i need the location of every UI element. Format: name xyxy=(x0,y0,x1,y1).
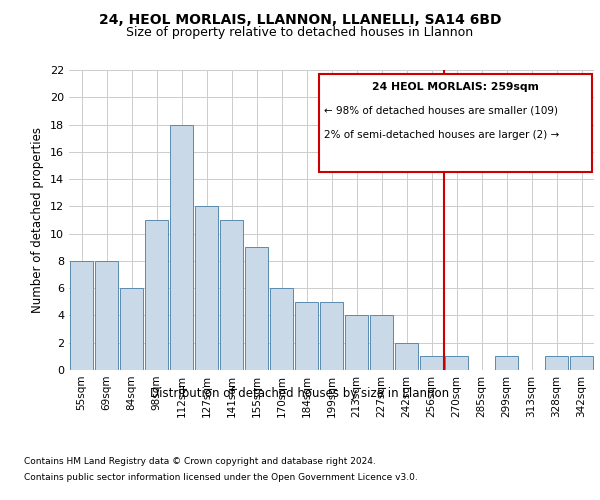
Bar xyxy=(220,220,244,370)
Y-axis label: Number of detached properties: Number of detached properties xyxy=(31,127,44,313)
Text: 2% of semi-detached houses are larger (2) →: 2% of semi-detached houses are larger (2… xyxy=(324,130,559,140)
Bar xyxy=(344,316,368,370)
Bar xyxy=(419,356,443,370)
Bar xyxy=(320,302,343,370)
Bar xyxy=(170,124,193,370)
Bar xyxy=(494,356,518,370)
Text: Contains HM Land Registry data © Crown copyright and database right 2024.: Contains HM Land Registry data © Crown c… xyxy=(24,458,376,466)
Bar xyxy=(370,316,394,370)
Bar xyxy=(119,288,143,370)
Bar xyxy=(95,261,118,370)
Bar xyxy=(145,220,169,370)
Bar xyxy=(395,342,418,370)
Text: Contains public sector information licensed under the Open Government Licence v3: Contains public sector information licen… xyxy=(24,472,418,482)
Bar xyxy=(569,356,593,370)
Text: 24, HEOL MORLAIS, LLANNON, LLANELLI, SA14 6BD: 24, HEOL MORLAIS, LLANNON, LLANELLI, SA1… xyxy=(99,12,501,26)
Text: Size of property relative to detached houses in Llannon: Size of property relative to detached ho… xyxy=(127,26,473,39)
Bar xyxy=(295,302,319,370)
FancyBboxPatch shape xyxy=(319,74,592,172)
Text: 24 HEOL MORLAIS: 259sqm: 24 HEOL MORLAIS: 259sqm xyxy=(372,82,539,92)
Text: Distribution of detached houses by size in Llannon: Distribution of detached houses by size … xyxy=(151,388,449,400)
Bar xyxy=(445,356,469,370)
Bar xyxy=(245,248,268,370)
Bar xyxy=(545,356,568,370)
Bar xyxy=(194,206,218,370)
Bar xyxy=(269,288,293,370)
Bar xyxy=(70,261,94,370)
Text: ← 98% of detached houses are smaller (109): ← 98% of detached houses are smaller (10… xyxy=(324,106,558,116)
